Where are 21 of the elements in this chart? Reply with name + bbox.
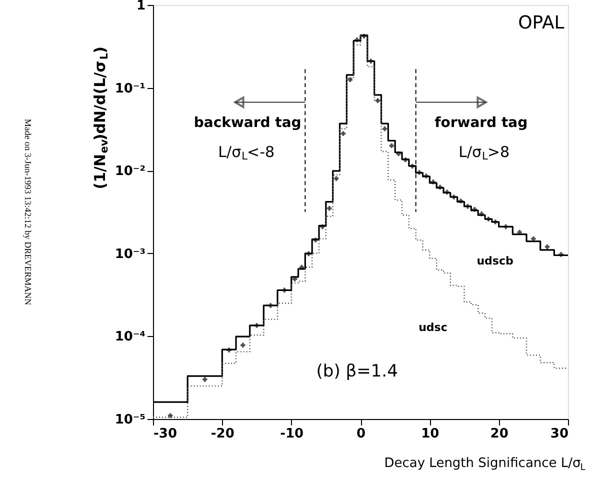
x-tick-label: 0 <box>356 426 366 442</box>
y-tick-label: 10⁻⁴ <box>114 330 146 345</box>
y-axis-title: (1/Nev)dN/d(L/σL) <box>91 46 110 190</box>
text: Made on 3-Jun-1993 13:42:12 by DREVERMANN <box>23 118 33 306</box>
x-tick-label: 20 <box>490 426 508 442</box>
text: udsc <box>418 320 448 334</box>
annotation: OPAL <box>518 12 564 34</box>
annotation: backward tag <box>194 114 302 131</box>
x-tick-label: -10 <box>280 426 304 442</box>
x-tick-label: -30 <box>154 426 177 442</box>
annotation: (b) β=1.4 <box>316 361 398 382</box>
annotation: forward tag <box>434 114 528 131</box>
y-tick-label: 10⁻¹ <box>114 81 146 96</box>
x-tick-label: 30 <box>550 426 568 442</box>
y-tick-label: 10⁻³ <box>114 246 146 262</box>
x-tick-label: -20 <box>210 426 234 442</box>
y-tick-label: 1 <box>136 0 146 14</box>
y-tick-label: 10⁻² <box>114 164 146 180</box>
y-tick-label: 10⁻⁵ <box>114 412 146 428</box>
series-label: udscb <box>476 254 514 268</box>
x-tick-label: 10 <box>421 426 440 442</box>
